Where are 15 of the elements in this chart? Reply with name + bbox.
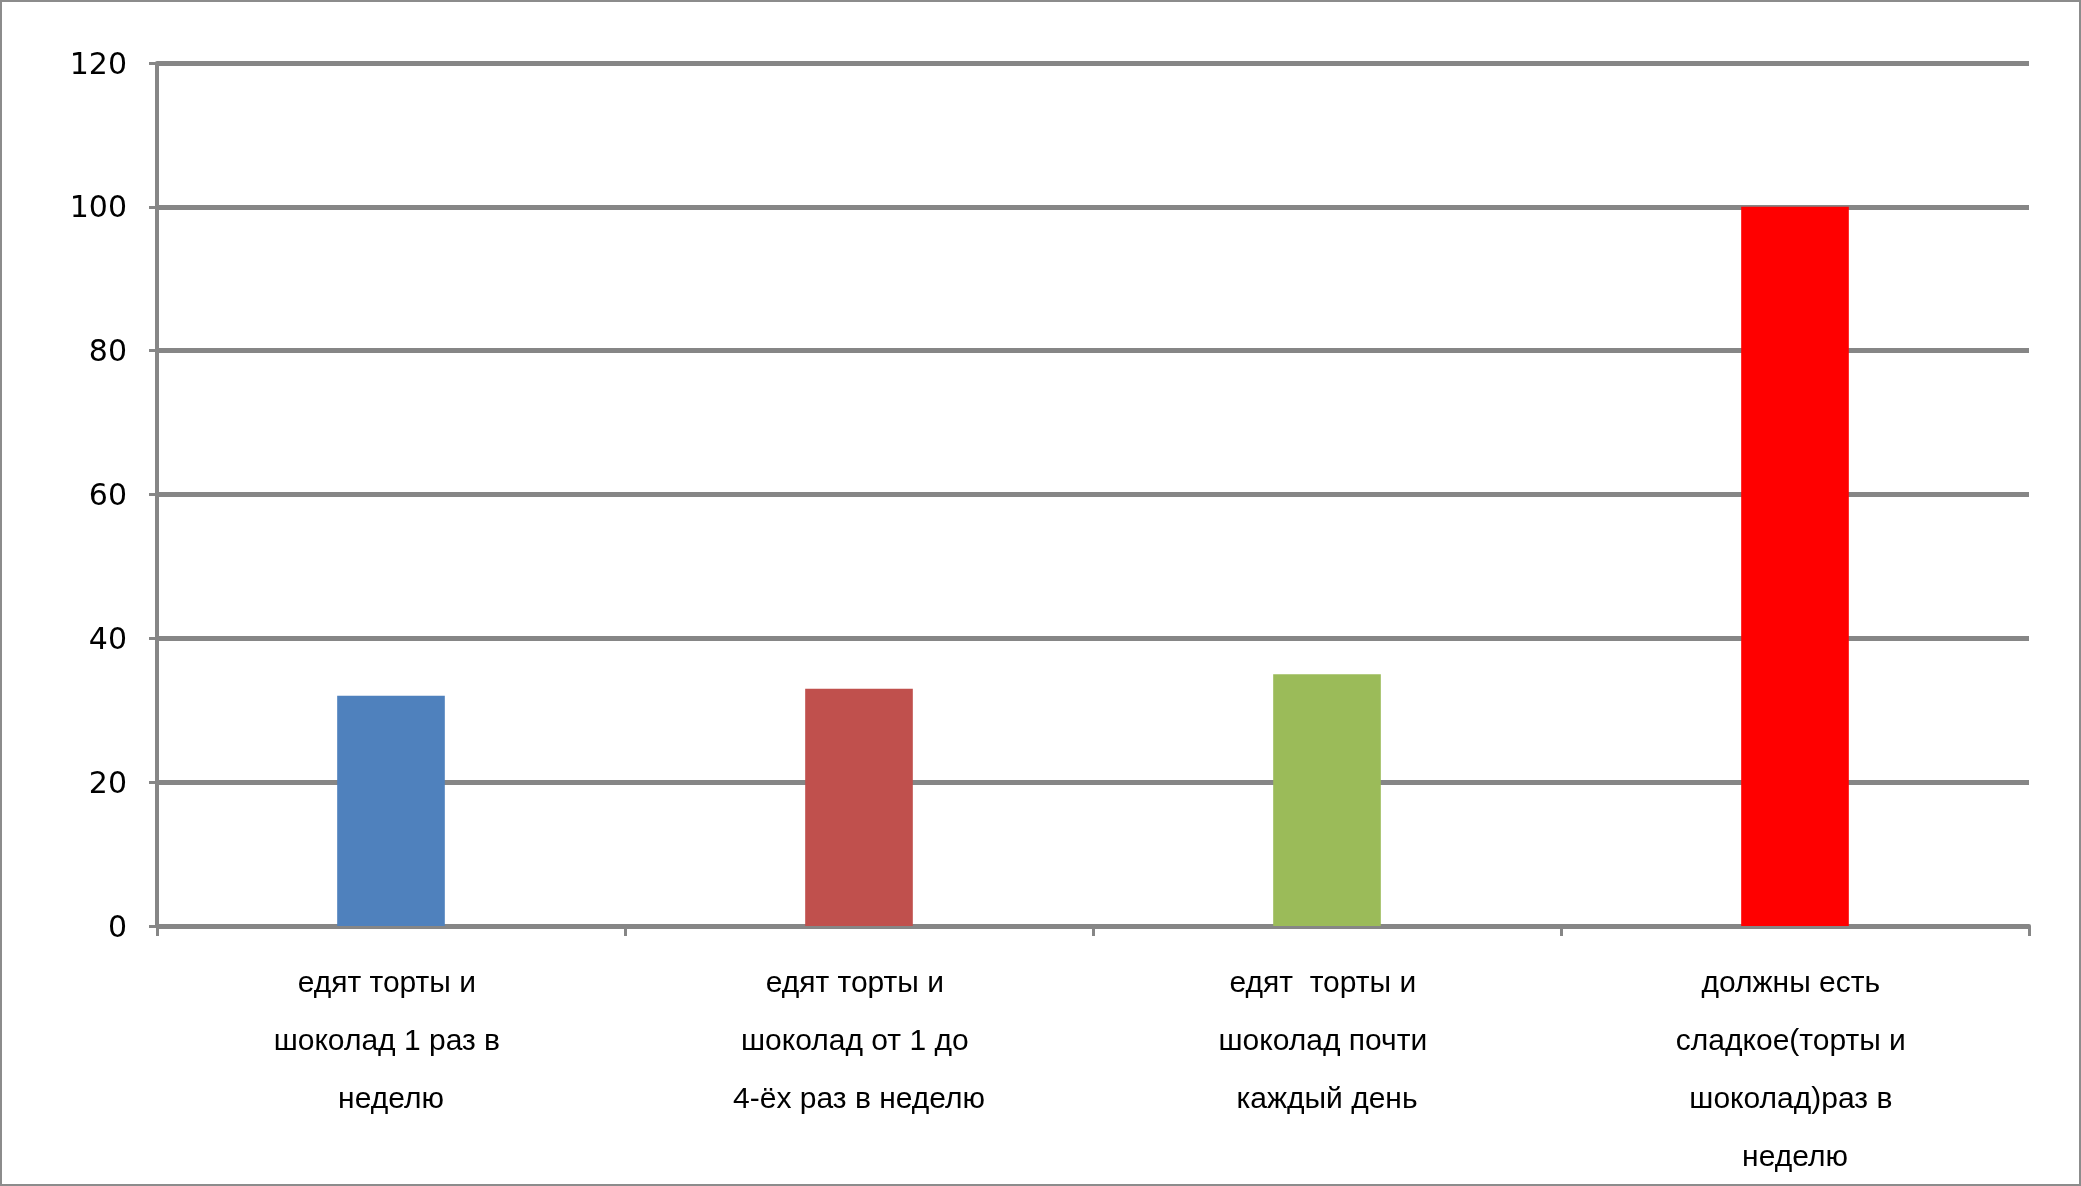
y-tick-label: 20 (88, 764, 127, 800)
bar (1741, 206, 1849, 926)
bar (805, 688, 913, 926)
y-tick-label: 80 (88, 333, 127, 369)
y-tick-label: 40 (88, 620, 127, 656)
y-tick-label: 100 (69, 189, 127, 225)
x-tick-label: должны есть сладкое(торты и шоколад)раз в неделю (1675, 964, 1915, 1172)
x-tick-label: едят торты и шоколад от 1 до 4-ёх раз в неделю (733, 964, 985, 1114)
x-tick-label: едят торты и шоколад 1 раз в неделю (273, 964, 509, 1114)
y-tick-label: 60 (88, 477, 127, 512)
x-tick-label: едят торты и шоколад почти каждый день (1218, 964, 1436, 1114)
bar (1273, 674, 1381, 926)
y-tick-label: 0 (107, 908, 127, 944)
y-tick-label: 120 (69, 45, 127, 81)
bar (337, 695, 445, 926)
